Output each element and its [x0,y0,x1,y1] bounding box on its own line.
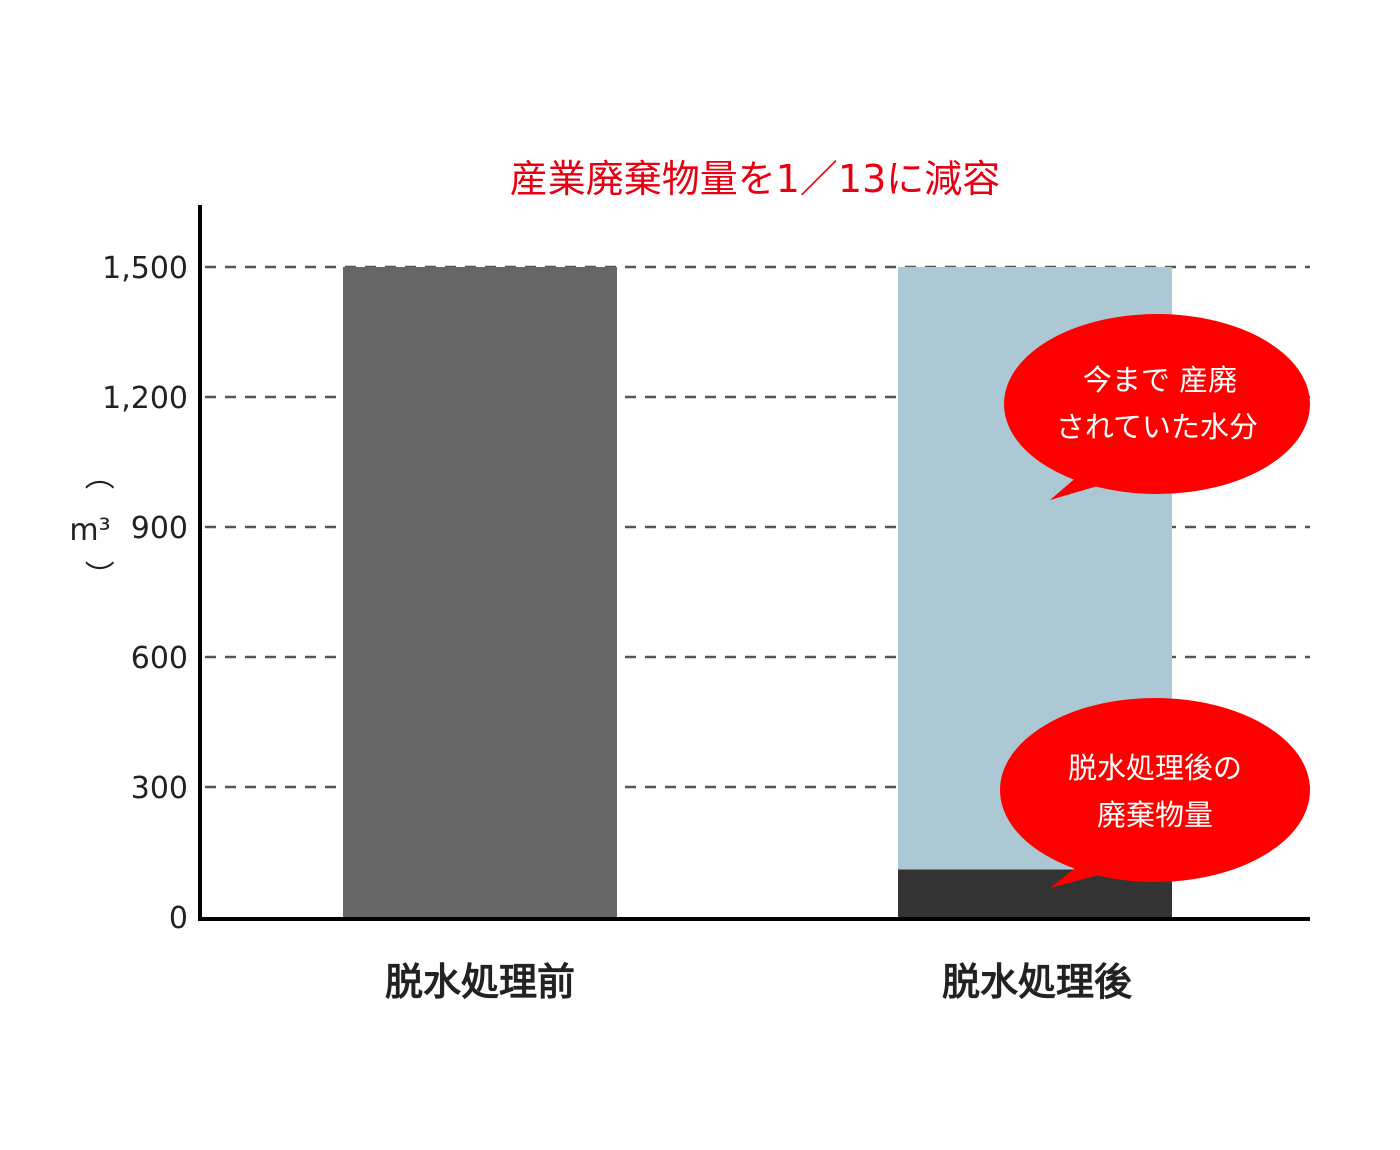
category-label-after: 脱水処理後 [942,960,1133,1004]
y-tick-label: 900 [131,511,188,546]
y-unit-text: m³ [69,513,110,548]
y-tick-label: 300 [131,771,188,806]
y-tick-label: 0 [169,901,188,936]
callout-water-line-2: されていた水分 [1056,410,1258,444]
y-unit-open-paren: （ [80,460,115,490]
y-unit-label: （ m³ ） [69,460,115,590]
callout-water-bubble [1004,314,1310,494]
y-tick-labels: 0 300 600 900 1,200 1,500 [102,251,188,936]
y-unit-close-paren: ） [80,560,115,590]
callout-waste-line-1: 脱水処理後の [1068,751,1242,785]
axes [198,205,1310,921]
category-label-before: 脱水処理前 [385,960,575,1004]
category-labels: 脱水処理前 脱水処理後 [385,960,1133,1004]
callout-waste-bubble [1000,698,1310,882]
callout-water: 今まで 産廃 されていた水分 [1004,314,1310,500]
y-tick-label: 1,200 [102,381,188,416]
y-tick-label: 1,500 [102,251,188,286]
y-tick-label: 600 [131,641,188,676]
bar-segment-before-0 [343,267,617,917]
callout-water-line-1: 今まで 産廃 [1083,363,1237,397]
chart-title: 産業廃棄物量を1／13に減容 [510,157,1001,201]
callout-waste-line-2: 廃棄物量 [1097,798,1213,832]
callout-waste: 脱水処理後の 廃棄物量 [1000,698,1310,888]
